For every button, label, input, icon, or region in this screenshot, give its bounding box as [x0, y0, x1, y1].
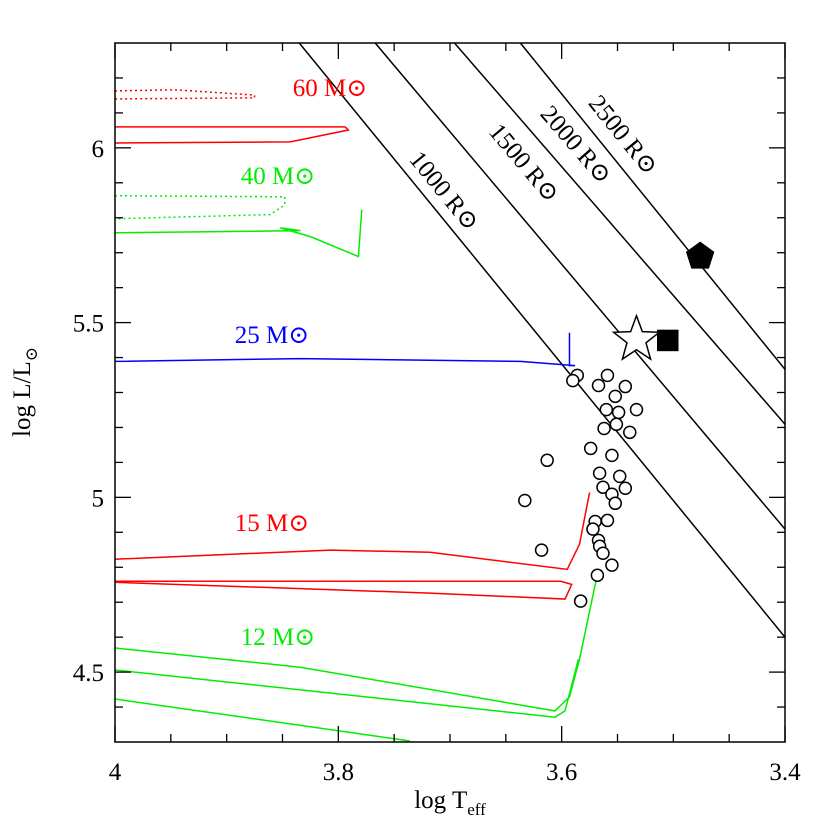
point-circle — [590, 568, 605, 583]
track-line — [115, 126, 350, 144]
point-circle — [612, 469, 627, 484]
point-circle — [629, 402, 644, 417]
track-label: 15 M⊙ — [235, 510, 309, 537]
x-tick-label: 3.6 — [546, 759, 577, 786]
x-axis-label-text: log T — [414, 787, 467, 814]
radius-line — [374, 43, 785, 530]
y-axis-label-sub: ⊙ — [22, 347, 41, 361]
point-circle — [573, 594, 588, 608]
point-circle — [591, 378, 606, 393]
plot-area — [115, 43, 785, 742]
x-axis-label-sub: eff — [467, 800, 486, 819]
point-star — [611, 313, 662, 361]
point-circle — [605, 448, 619, 463]
y-tick-label: 5.5 — [73, 311, 104, 338]
point-circle — [597, 421, 611, 436]
track-line — [115, 574, 599, 742]
point-circle — [609, 417, 624, 432]
track-line-dotted — [115, 194, 286, 220]
x-axis-label: log Teff — [414, 787, 486, 819]
track-label: 12 M⊙ — [241, 624, 315, 651]
point-circle — [608, 389, 623, 404]
track-line — [115, 332, 576, 367]
point-circle — [599, 402, 614, 417]
radius-label: 1000 R⊙ — [404, 146, 484, 236]
y-tick-label: 4.5 — [73, 660, 104, 687]
radius-line — [519, 43, 785, 370]
point-circle — [596, 480, 610, 494]
y-tick-label: 5 — [92, 485, 105, 512]
point-circle — [611, 405, 626, 420]
point-circle — [618, 481, 633, 496]
point-circle — [600, 513, 615, 528]
point-circle — [605, 558, 619, 572]
track-label: 60 M⊙ — [293, 75, 367, 102]
point-circle — [600, 368, 615, 383]
point-circle — [618, 379, 633, 394]
track-label: 40 M⊙ — [241, 163, 315, 190]
point-circle — [623, 425, 637, 440]
x-tick-label: 3.4 — [769, 759, 801, 786]
x-tick-label: 4 — [109, 759, 122, 786]
point-circle — [592, 466, 607, 480]
point-circle — [566, 373, 580, 388]
point-circle — [540, 453, 554, 468]
y-axis-label-text: log L/L — [9, 361, 36, 437]
point-circle — [586, 522, 600, 536]
track-label: 25 M⊙ — [235, 322, 309, 349]
point-pentagon — [685, 241, 715, 269]
track-line — [115, 209, 363, 258]
radius-line — [298, 43, 785, 638]
point-circle — [608, 496, 623, 511]
point-circle — [583, 441, 598, 456]
y-axis-label: log L/L⊙ — [9, 347, 41, 437]
point-circle — [596, 546, 610, 561]
point-square — [657, 329, 679, 352]
y-tick-label: 6 — [92, 136, 105, 163]
radius-line — [453, 43, 785, 425]
point-circle — [534, 543, 549, 557]
x-tick-label: 3.8 — [323, 759, 354, 786]
plot-frame — [114, 42, 786, 743]
point-circle — [518, 493, 532, 508]
track-line — [115, 492, 591, 600]
track-line-dotted — [115, 89, 256, 100]
